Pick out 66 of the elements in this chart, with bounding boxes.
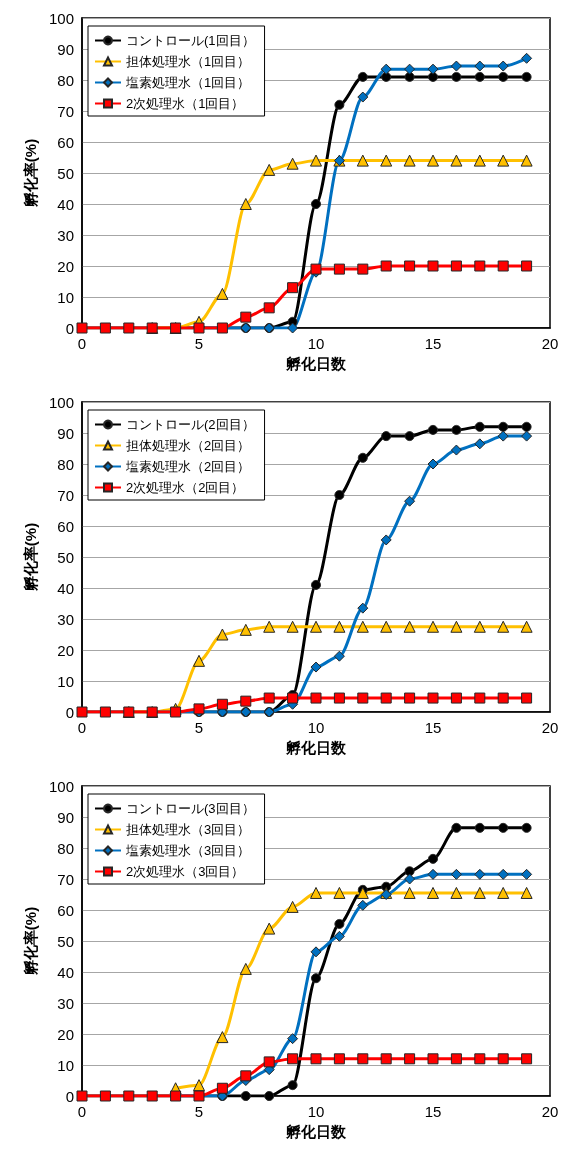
x-tick-label: 10 [307, 335, 325, 352]
legend-label: 2次処理水（1回目） [126, 96, 245, 111]
x-tick-label: 20 [541, 719, 559, 736]
x-tick-label: 15 [424, 335, 442, 352]
y-tick-label: 20 [57, 1025, 74, 1043]
y-tick-label: 70 [57, 102, 74, 120]
x-tick-label: 15 [424, 719, 442, 736]
legend-label: コントロール(3回目） [126, 801, 255, 816]
y-tick-label: 80 [57, 839, 74, 857]
legend-label: 担体処理水（1回目） [126, 54, 251, 69]
x-tick-label: 0 [77, 719, 87, 736]
y-tick-label: 30 [57, 994, 74, 1012]
y-tick-label: 90 [57, 40, 74, 58]
y-tick-label: 50 [57, 548, 74, 566]
x-tick-label: 20 [541, 335, 559, 352]
y-tick-label: 30 [57, 226, 74, 244]
y-tick-label: 0 [65, 1087, 74, 1105]
y-tick-label: 70 [57, 870, 74, 888]
legend-label: 担体処理水（2回目） [126, 438, 251, 453]
y-tick-label: 40 [57, 963, 74, 981]
legend-label: コントロール(2回目） [126, 417, 255, 432]
x-axis-title: 孵化日数 [285, 355, 347, 372]
y-tick-label: 50 [57, 932, 74, 950]
y-tick-label: 60 [57, 901, 74, 919]
y-tick-label: 40 [57, 195, 74, 213]
y-tick-label: 10 [57, 288, 74, 306]
legend-label: 2次処理水（2回目） [126, 480, 245, 495]
y-tick-label: 80 [57, 71, 74, 89]
x-tick-label: 0 [77, 1103, 87, 1120]
y-tick-label: 70 [57, 486, 74, 504]
legend-label: 2次処理水（3回目） [126, 864, 245, 879]
y-tick-label: 100 [48, 777, 74, 795]
y-tick-label: 20 [57, 257, 74, 275]
y-tick-label: 100 [48, 393, 74, 411]
y-tick-label: 60 [57, 133, 74, 151]
y-tick-label: 100 [48, 9, 74, 27]
x-tick-label: 5 [194, 719, 204, 736]
x-tick-label: 15 [424, 1103, 442, 1120]
y-tick-label: 10 [57, 672, 74, 690]
y-tick-label: 0 [65, 319, 74, 337]
y-axis-title: 孵化率(%) [22, 522, 39, 593]
legend-label: 塩素処理水（3回目） [125, 843, 251, 858]
y-tick-label: 10 [57, 1056, 74, 1074]
y-tick-label: 20 [57, 641, 74, 659]
x-axis-title: 孵化日数 [285, 739, 347, 756]
legend-label: 塩素処理水（1回目） [125, 75, 251, 90]
y-axis-title: 孵化率(%) [22, 906, 39, 977]
y-tick-label: 50 [57, 164, 74, 182]
y-tick-label: 40 [57, 579, 74, 597]
y-tick-label: 60 [57, 517, 74, 535]
x-tick-label: 0 [77, 335, 87, 352]
y-tick-label: 0 [65, 703, 74, 721]
y-tick-label: 90 [57, 424, 74, 442]
legend-label: 塩素処理水（2回目） [125, 459, 251, 474]
x-axis-title: 孵化日数 [285, 1123, 347, 1140]
x-tick-label: 10 [307, 1103, 325, 1120]
x-tick-label: 5 [194, 335, 204, 352]
legend-label: 担体処理水（3回目） [126, 822, 251, 837]
x-tick-label: 10 [307, 719, 325, 736]
legend-label: コントロール(1回目） [126, 33, 255, 48]
x-tick-label: 5 [194, 1103, 204, 1120]
y-tick-label: 90 [57, 808, 74, 826]
x-tick-label: 20 [541, 1103, 559, 1120]
y-tick-label: 30 [57, 610, 74, 628]
y-axis-title: 孵化率(%) [22, 138, 39, 209]
y-tick-label: 80 [57, 455, 74, 473]
